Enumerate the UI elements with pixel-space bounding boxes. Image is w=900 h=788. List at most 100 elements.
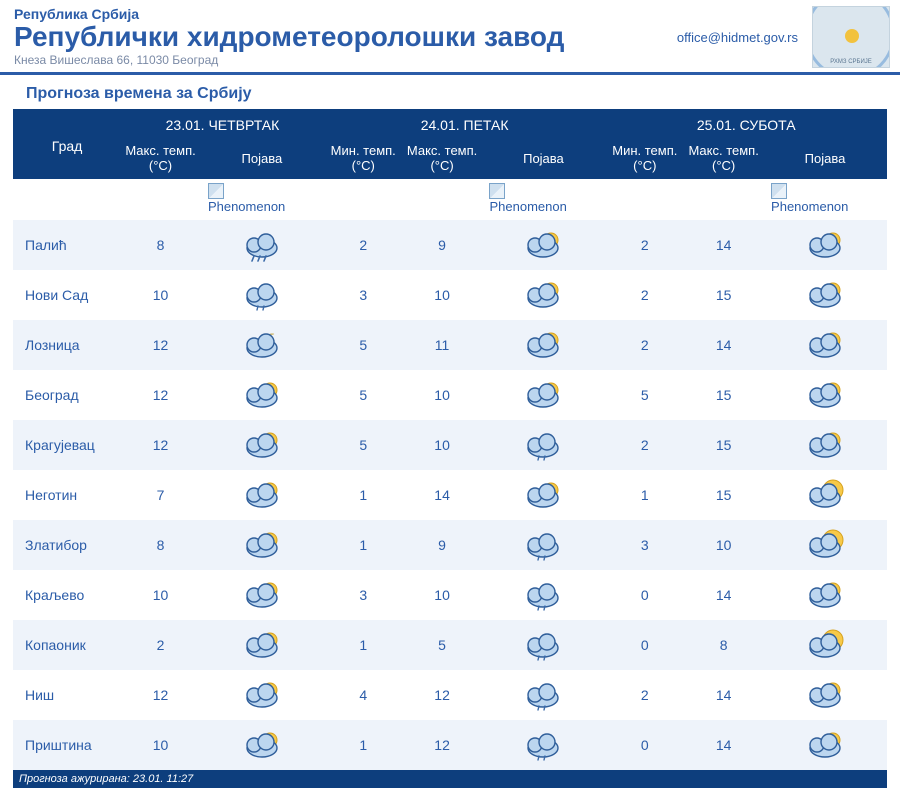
weather-icon (481, 470, 605, 520)
min-temp: 3 (324, 570, 403, 620)
table-row: Ниш12 412 214 (13, 670, 887, 720)
weather-icon (481, 720, 605, 770)
col-phen-2: Појава (763, 137, 887, 179)
weather-icon (481, 670, 605, 720)
max-temp: 15 (684, 270, 763, 320)
max-temp: 12 (121, 670, 200, 720)
max-temp: 12 (121, 370, 200, 420)
min-temp: 5 (324, 320, 403, 370)
city-name: Неготин (13, 470, 121, 520)
max-temp: 15 (684, 470, 763, 520)
table-row: Лозница12 511 214 (13, 320, 887, 370)
contact-email[interactable]: office@hidmet.gov.rs (677, 30, 798, 45)
col-min-2: Мин. темп. (°C) (605, 137, 684, 179)
header-left: Република Србија Републички хидрометеоро… (14, 6, 564, 67)
phen-caption: Phenomenon (767, 199, 883, 214)
weather-icon (200, 570, 324, 620)
table-row: Београд12 510 515 (13, 370, 887, 420)
weather-icon (763, 720, 887, 770)
city-name: Лозница (13, 320, 121, 370)
org-logo: РХМЗ СРБИЈЕ (812, 6, 890, 68)
phen-caption: Phenomenon (204, 199, 320, 214)
weather-icon (200, 670, 324, 720)
min-temp: 5 (605, 370, 684, 420)
max-temp: 10 (403, 420, 482, 470)
country-label: Република Србија (14, 6, 564, 22)
forecast-table: Град 23.01. ЧЕТВРТАК 24.01. ПЕТАК 25.01.… (13, 109, 887, 770)
min-temp: 2 (605, 420, 684, 470)
weather-icon (200, 520, 324, 570)
max-temp: 10 (403, 270, 482, 320)
org-address: Кнеза Вишеслава 66, 11030 Београд (14, 53, 564, 67)
max-temp: 8 (684, 620, 763, 670)
weather-icon (200, 320, 324, 370)
min-temp: 5 (324, 370, 403, 420)
weather-icon (763, 620, 887, 670)
table-row: Копаоник2 15 08 (13, 620, 887, 670)
table-row: Крагујевац12 510 215 (13, 420, 887, 470)
city-name: Копаоник (13, 620, 121, 670)
min-temp: 3 (324, 270, 403, 320)
max-temp: 12 (121, 320, 200, 370)
table-row: Нови Сад10 310 215 (13, 270, 887, 320)
weather-icon (200, 470, 324, 520)
day-2-label: 25.01. СУБОТА (605, 109, 887, 137)
max-temp: 8 (121, 220, 200, 270)
broken-image-icon (208, 183, 224, 199)
max-temp: 14 (684, 670, 763, 720)
day-1-label: 24.01. ПЕТАК (324, 109, 606, 137)
col-max-2: Макс. темп. (°C) (684, 137, 763, 179)
weather-icon (481, 520, 605, 570)
min-temp: 2 (605, 220, 684, 270)
min-temp: 5 (324, 420, 403, 470)
max-temp: 9 (403, 520, 482, 570)
broken-image-icon (771, 183, 787, 199)
max-temp: 14 (684, 320, 763, 370)
weather-icon (763, 320, 887, 370)
city-name: Београд (13, 370, 121, 420)
weather-icon (200, 220, 324, 270)
max-temp: 12 (403, 720, 482, 770)
weather-icon (481, 420, 605, 470)
min-temp: 0 (605, 570, 684, 620)
max-temp: 14 (684, 570, 763, 620)
table-body: Phenomenon Phenomenon PhenomenonПалић8 2… (13, 179, 887, 770)
update-footer: Прогноза ажурирана: 23.01. 11:27 (13, 770, 887, 788)
weather-icon (200, 720, 324, 770)
weather-icon (481, 320, 605, 370)
city-name: Нови Сад (13, 270, 121, 320)
max-temp: 14 (403, 470, 482, 520)
weather-icon (481, 370, 605, 420)
weather-icon (763, 420, 887, 470)
min-temp: 1 (605, 470, 684, 520)
weather-icon (763, 520, 887, 570)
table-row: Златибор8 19 310 (13, 520, 887, 570)
weather-icon (200, 420, 324, 470)
city-name: Ниш (13, 670, 121, 720)
min-temp: 1 (324, 520, 403, 570)
table-row: Краљево10 310 014 (13, 570, 887, 620)
col-city: Град (13, 109, 121, 179)
weather-icon (481, 270, 605, 320)
phen-caption: Phenomenon (485, 199, 601, 214)
min-temp: 0 (605, 620, 684, 670)
phenomenon-caption-row: Phenomenon Phenomenon Phenomenon (13, 179, 887, 220)
col-max-1: Макс. темп. (°C) (403, 137, 482, 179)
city-name: Палић (13, 220, 121, 270)
col-phen-1: Појава (481, 137, 605, 179)
table-row: Палић8 29 214 (13, 220, 887, 270)
min-temp: 2 (605, 670, 684, 720)
weather-icon (763, 370, 887, 420)
min-temp: 1 (324, 720, 403, 770)
broken-image-icon (489, 183, 505, 199)
min-temp: 2 (324, 220, 403, 270)
weather-icon (481, 220, 605, 270)
max-temp: 10 (121, 570, 200, 620)
weather-icon (200, 270, 324, 320)
col-max-0: Макс. темп. (°C) (121, 137, 200, 179)
max-temp: 14 (684, 220, 763, 270)
city-name: Златибор (13, 520, 121, 570)
weather-icon (481, 570, 605, 620)
col-min-1: Мин. темп. (°C) (324, 137, 403, 179)
org-name: Републички хидрометеоролошки завод (14, 22, 564, 51)
